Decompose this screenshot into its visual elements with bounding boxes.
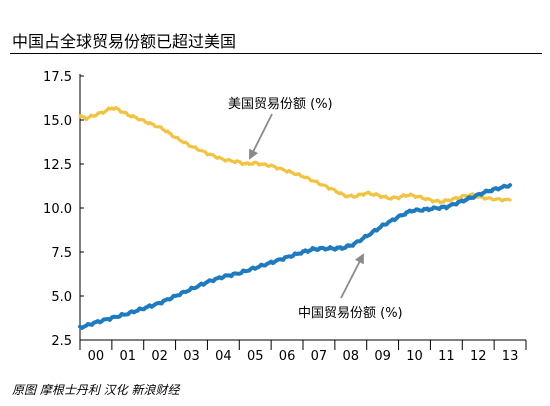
x-tick-label: 07 (311, 349, 328, 364)
x-tick-label: 13 (502, 349, 519, 364)
y-tick-label: 10.0 (43, 202, 72, 217)
x-axis: 00 01 02 03 04 05 06 07 08 09 10 11 12 13 (79, 339, 527, 364)
x-tick-label: 04 (215, 349, 232, 364)
x-tick-label: 05 (247, 349, 264, 364)
source-note: 原图 摩根士丹利 汉化 新浪财经 (12, 383, 180, 397)
x-tick-label: 01 (120, 349, 137, 364)
x-tick-label: 06 (279, 349, 296, 364)
x-tick-label: 03 (183, 349, 200, 364)
us-share-label: 美国贸易份额 (%) (228, 97, 333, 112)
annotations: 美国贸易份额 (%) 中国贸易份额 (%) (228, 97, 403, 321)
x-tick-label: 11 (438, 349, 455, 364)
x-tick-label: 10 (406, 349, 423, 364)
x-tick-label: 09 (374, 349, 391, 364)
title-divider (10, 53, 542, 54)
x-tick-label: 12 (470, 349, 487, 364)
y-tick-label: 17.5 (43, 70, 72, 85)
chart-title: 中国占全球贸易份额已超过美国 (12, 32, 237, 51)
china-share-line (78, 183, 513, 330)
y-axis: 2.5 5.0 7.5 10.0 12.5 15.0 17.5 (43, 70, 84, 349)
china-share-arrow (340, 253, 364, 299)
x-tick-label: 00 (88, 349, 105, 364)
y-tick-label: 2.5 (51, 334, 72, 349)
us-share-line (78, 106, 512, 205)
x-tick-label: 02 (151, 349, 168, 364)
y-tick-label: 5.0 (51, 290, 72, 305)
us-share-arrow (249, 113, 273, 160)
x-tick-label: 08 (343, 349, 360, 364)
y-tick-label: 12.5 (43, 158, 72, 173)
y-tick-label: 15.0 (43, 114, 72, 129)
china-share-label: 中国贸易份额 (%) (298, 306, 403, 321)
y-tick-label: 7.5 (51, 246, 72, 261)
series-lines (78, 106, 513, 330)
